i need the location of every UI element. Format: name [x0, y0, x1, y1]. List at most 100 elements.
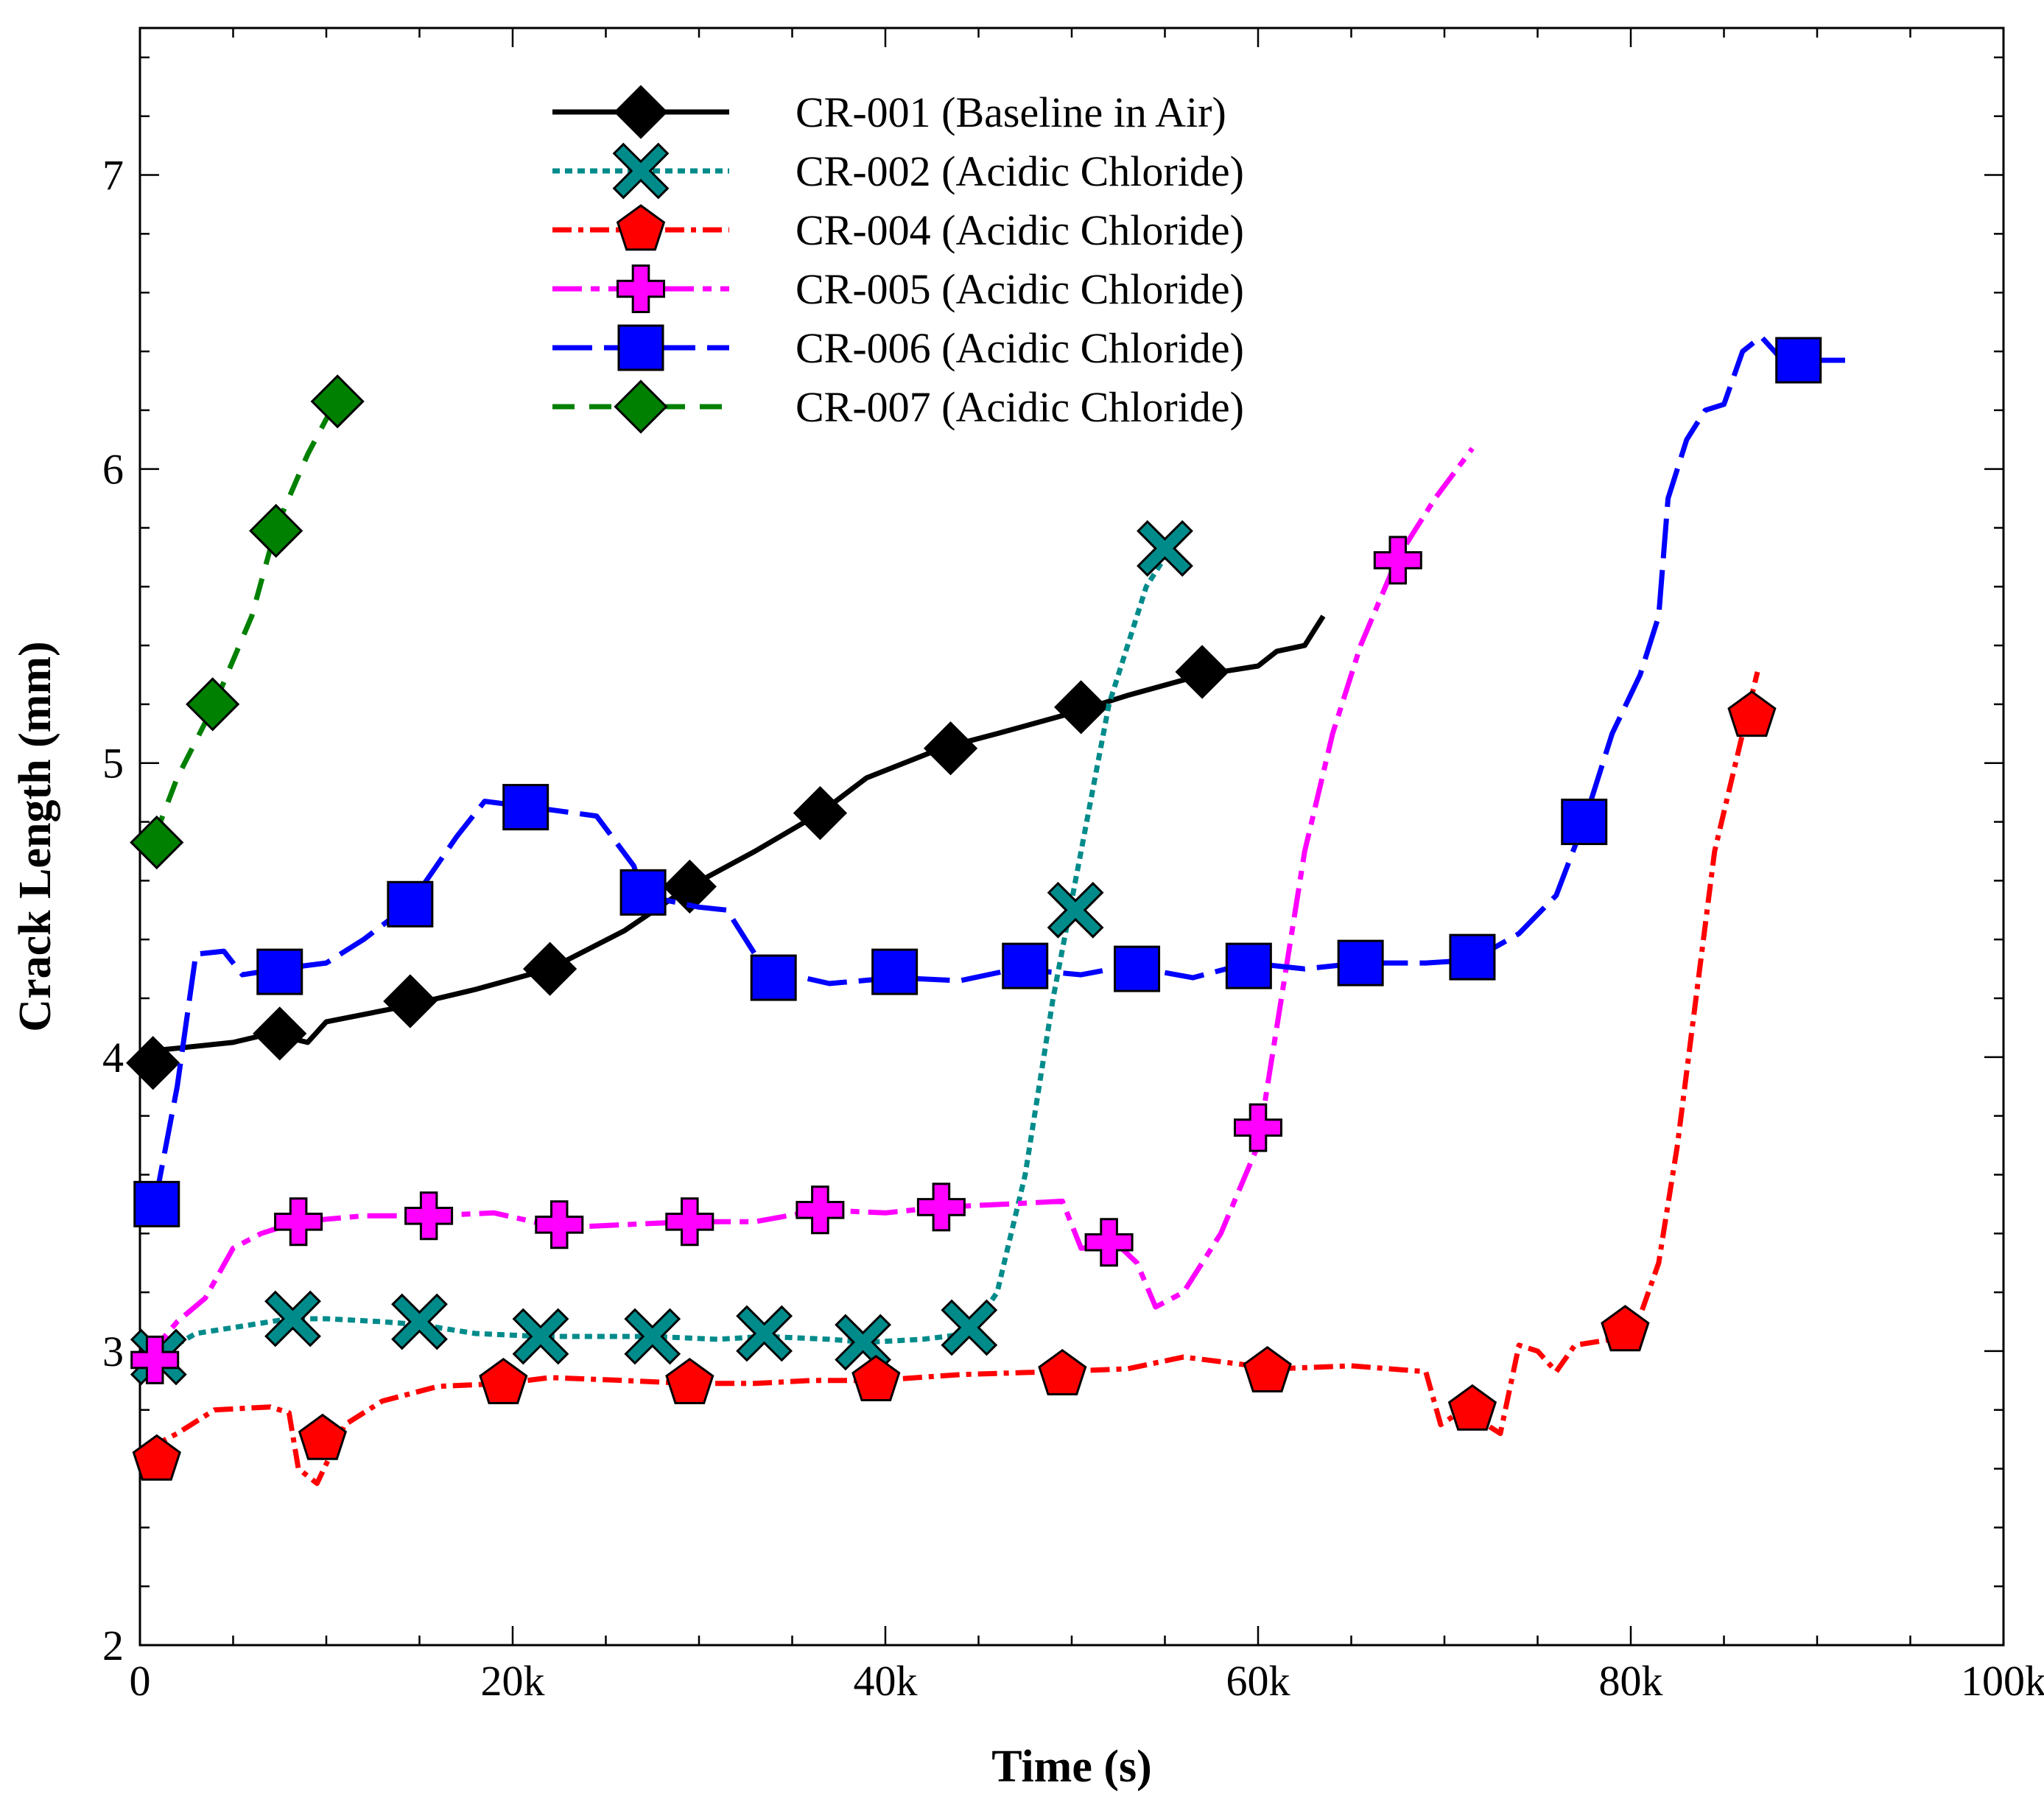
legend-marker-cr-004-acidic-chloride: [616, 204, 666, 251]
legend-label-cr-004-acidic-chloride: CR-004 (Acidic Chloride): [796, 206, 1244, 254]
data-point-cr-005-acidic-chloride: [796, 1185, 845, 1235]
data-point-cr-006-acidic-chloride: [1561, 799, 1608, 846]
legend: CR-001 (Baseline in Air) CR-002 (Acidic C…: [552, 85, 1244, 434]
legend-label-cr-006-acidic-chloride: CR-006 (Acidic Chloride): [796, 324, 1244, 372]
data-point-cr-006-acidic-chloride: [1775, 337, 1822, 384]
data-point-cr-001-baseline-in-air: [253, 1006, 307, 1061]
y-axis-label: Crack Length (mm): [10, 641, 60, 1031]
data-point-cr-006-acidic-chloride: [256, 948, 303, 995]
data-point-cr-002-acidic-chloride: [1047, 881, 1104, 939]
series-line-group-cr-007-acidic-chloride: [152, 400, 338, 838]
data-point-cr-005-acidic-chloride: [916, 1182, 966, 1232]
legend-label-cr-005-acidic-chloride: CR-005 (Acidic Chloride): [796, 265, 1244, 313]
data-point-cr-004-acidic-chloride: [479, 1357, 528, 1404]
data-point-cr-004-acidic-chloride: [132, 1434, 181, 1481]
series-cr-006-acidic-chloride: [133, 334, 1855, 1227]
data-point-cr-005-acidic-chloride: [665, 1197, 714, 1247]
legend-marker-cr-001-baseline-in-air: [614, 85, 668, 139]
data-point-cr-004-acidic-chloride: [298, 1413, 348, 1460]
data-point-cr-001-baseline-in-air: [662, 859, 717, 914]
data-point-cr-001-baseline-in-air: [923, 721, 978, 776]
data-point-cr-006-acidic-chloride: [750, 954, 797, 1001]
data-point-cr-004-acidic-chloride: [1038, 1348, 1087, 1395]
data-point-cr-007-acidic-chloride: [249, 503, 303, 558]
series-line-group-cr-002-acidic-chloride: [153, 550, 1171, 1359]
data-point-cr-005-acidic-chloride: [1234, 1103, 1282, 1152]
data-point-cr-004-acidic-chloride: [665, 1357, 714, 1404]
y-tick-label: 7: [102, 152, 124, 200]
legend-marker-cr-005-acidic-chloride: [617, 264, 665, 313]
data-point-cr-006-acidic-chloride: [1225, 942, 1272, 989]
data-point-cr-006-acidic-chloride: [502, 784, 549, 831]
data-point-cr-005-acidic-chloride: [1084, 1218, 1134, 1267]
series-cr-007-acidic-chloride: [130, 374, 365, 870]
data-point-cr-005-acidic-chloride: [274, 1197, 323, 1247]
data-point-cr-002-acidic-chloride: [941, 1299, 998, 1356]
data-point-cr-006-acidic-chloride: [619, 869, 667, 916]
data-point-cr-001-baseline-in-air: [522, 942, 577, 996]
data-point-cr-006-acidic-chloride: [133, 1180, 180, 1227]
series-line-group-cr-006-acidic-chloride: [152, 334, 1855, 1205]
legend-marker-cr-007-acidic-chloride: [614, 379, 668, 434]
data-point-cr-005-acidic-chloride: [130, 1335, 180, 1384]
legend-marker-cr-002-acidic-chloride: [612, 142, 670, 200]
data-point-cr-007-acidic-chloride: [310, 374, 365, 429]
series-cr-004-acidic-chloride: [132, 671, 1777, 1486]
data-point-cr-002-acidic-chloride: [736, 1305, 793, 1362]
x-axis-label: Time (s): [991, 1742, 1152, 1792]
x-tick-label: 100k: [1961, 1657, 2044, 1705]
data-point-cr-001-baseline-in-air: [793, 785, 848, 841]
data-point-cr-002-acidic-chloride: [1137, 519, 1193, 577]
legend-marker-cr-006-acidic-chloride: [617, 324, 664, 371]
data-point-cr-005-acidic-chloride: [404, 1191, 454, 1241]
data-point-cr-006-acidic-chloride: [1337, 939, 1384, 986]
data-point-cr-001-baseline-in-air: [1054, 680, 1109, 735]
data-point-cr-006-acidic-chloride: [1449, 933, 1496, 981]
series-line-cr-002-acidic-chloride: [153, 550, 1171, 1359]
data-point-cr-002-acidic-chloride: [391, 1293, 448, 1350]
series-line-cr-006-acidic-chloride: [152, 334, 1855, 1205]
data-point-cr-002-acidic-chloride: [512, 1308, 569, 1365]
y-tick-label: 2: [102, 1622, 124, 1669]
data-point-cr-006-acidic-chloride: [1002, 942, 1049, 989]
series-line-cr-007-acidic-chloride: [152, 400, 338, 838]
data-point-cr-005-acidic-chloride: [535, 1200, 584, 1250]
x-tick-label: 20k: [481, 1657, 545, 1705]
y-tick-label: 6: [102, 446, 124, 494]
data-point-cr-006-acidic-chloride: [387, 880, 434, 928]
x-tick-label: 40k: [854, 1657, 918, 1705]
data-point-cr-001-baseline-in-air: [126, 1036, 180, 1090]
series-cr-002-acidic-chloride: [130, 519, 1193, 1386]
data-point-cr-004-acidic-chloride: [1601, 1305, 1650, 1352]
series-line-group-cr-004-acidic-chloride: [148, 671, 1760, 1486]
legend-label-cr-007-acidic-chloride: CR-007 (Acidic Chloride): [796, 383, 1244, 431]
x-tick-label: 80k: [1599, 1657, 1663, 1705]
y-tick-label: 3: [102, 1328, 124, 1375]
series-cr-001-baseline-in-air: [126, 614, 1326, 1090]
data-point-cr-002-acidic-chloride: [264, 1290, 321, 1347]
y-tick-label: 4: [102, 1034, 124, 1082]
data-point-cr-002-acidic-chloride: [624, 1308, 681, 1365]
data-point-cr-004-acidic-chloride: [1243, 1345, 1292, 1392]
x-tick-label: 60k: [1226, 1657, 1290, 1705]
legend-label-cr-001-baseline-in-air: CR-001 (Baseline in Air): [796, 88, 1226, 136]
data-point-cr-001-baseline-in-air: [383, 974, 438, 1028]
data-point-cr-006-acidic-chloride: [871, 948, 919, 995]
data-point-cr-007-acidic-chloride: [130, 815, 184, 870]
data-point-cr-004-acidic-chloride: [1447, 1384, 1497, 1431]
series-line-cr-004-acidic-chloride: [148, 671, 1760, 1486]
series-line-cr-005-acidic-chloride: [145, 446, 1475, 1359]
data-point-cr-007-acidic-chloride: [186, 677, 240, 732]
data-point-cr-005-acidic-chloride: [1373, 536, 1422, 585]
series-cr-005-acidic-chloride: [130, 446, 1475, 1384]
legend-label-cr-002-acidic-chloride: CR-002 (Acidic Chloride): [796, 147, 1244, 195]
data-point-cr-001-baseline-in-air: [1175, 645, 1229, 699]
data-point-cr-004-acidic-chloride: [851, 1354, 901, 1401]
x-tick-label: 0: [130, 1657, 151, 1705]
data-point-cr-006-acidic-chloride: [1114, 945, 1161, 992]
y-tick-label: 5: [102, 740, 124, 788]
data-point-cr-004-acidic-chloride: [1727, 690, 1777, 737]
series-line-group-cr-005-acidic-chloride: [145, 446, 1475, 1359]
